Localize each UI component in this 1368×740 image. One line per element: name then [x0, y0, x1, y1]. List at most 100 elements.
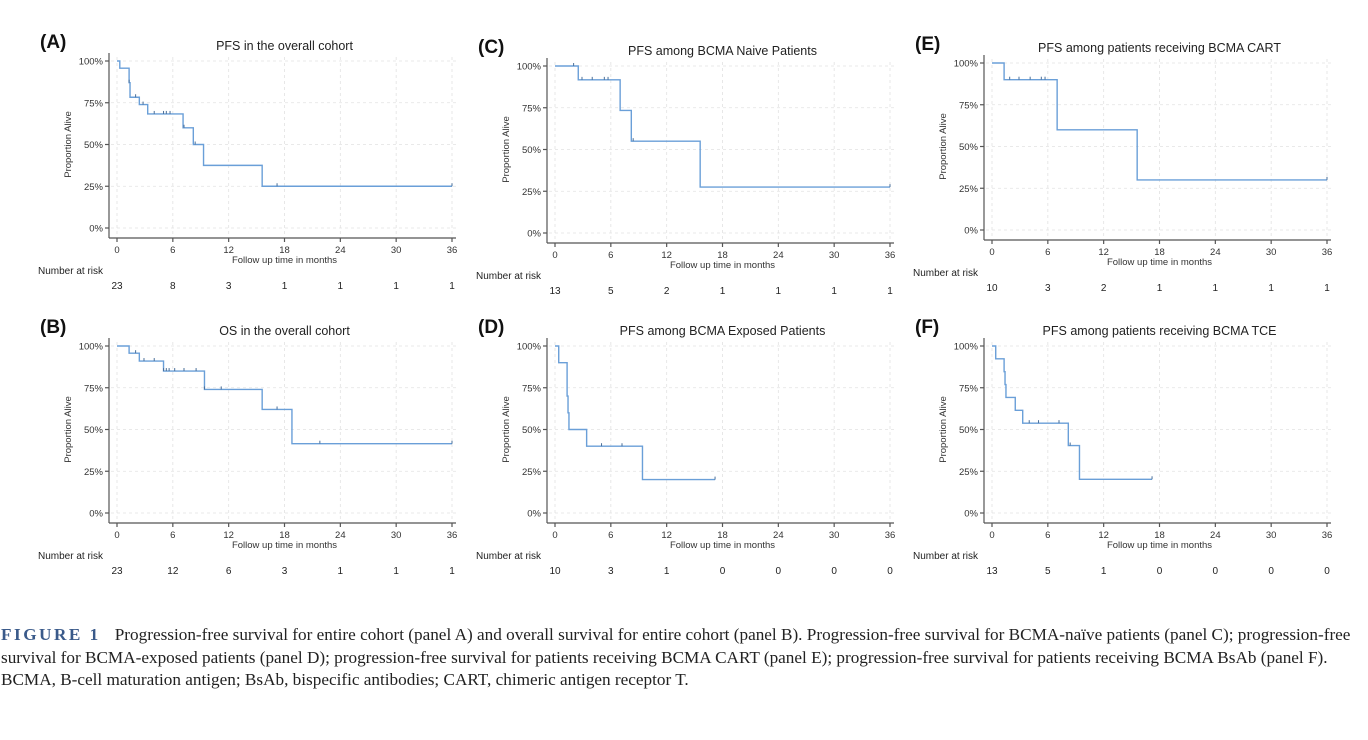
x-tick-label: 24	[335, 530, 346, 541]
risk-count: 2	[664, 286, 670, 297]
x-tick-label: 6	[608, 530, 613, 541]
x-axis-label: Follow up time in months	[1107, 540, 1212, 551]
risk-count: 5	[608, 286, 614, 297]
y-tick-label: 50%	[959, 425, 979, 436]
km-panel-f: (F) PFS among patients receiving BCMA TCE…	[905, 313, 1345, 603]
x-tick-label: 24	[1210, 247, 1221, 258]
y-tick-label: 25%	[522, 467, 542, 478]
y-axis-label: Proportion Alive	[63, 111, 74, 178]
x-tick-label: 12	[661, 250, 672, 261]
survival-curve	[555, 345, 716, 481]
risk-count: 1	[1268, 283, 1274, 294]
km-plot-f: (F) PFS among patients receiving BCMA TCE…	[913, 317, 1332, 577]
x-tick-label: 36	[447, 245, 458, 256]
x-tick-label: 6	[608, 250, 613, 261]
figure-caption: FIGURE 1 Progression-free survival for en…	[0, 624, 1368, 692]
x-tick-label: 0	[114, 530, 119, 541]
km-panel-e: (E) PFS among patients receiving BCMA CAR…	[905, 30, 1345, 320]
km-plot-b: (B) OS in the overall cohort0%25%50%75%10…	[38, 317, 458, 577]
x-axis-label: Follow up time in months	[232, 255, 337, 266]
y-tick-label: 100%	[517, 342, 542, 353]
km-panel-d: (D) PFS among BCMA Exposed Patients 0% 25% 5…	[468, 313, 908, 603]
risk-count: 1	[720, 286, 726, 297]
x-tick-label: 36	[885, 250, 896, 261]
y-tick-label: 100%	[517, 62, 542, 73]
survival-curve	[555, 65, 890, 188]
risk-count: 0	[720, 566, 726, 577]
risk-count: 0	[776, 566, 782, 577]
risk-count: 1	[393, 566, 399, 577]
survival-curve	[992, 345, 1153, 480]
x-tick-label: 24	[335, 245, 346, 256]
panel-label: (B)	[40, 317, 66, 338]
x-tick-label: 6	[170, 245, 175, 256]
risk-table-label: Number at risk	[476, 551, 542, 562]
panel-label: (F)	[915, 317, 939, 338]
panel-title: PFS among patients receiving BCMA CART	[1038, 41, 1281, 55]
risk-count: 13	[986, 566, 998, 577]
y-tick-label: 100%	[954, 342, 979, 353]
x-tick-label: 30	[1266, 530, 1277, 541]
x-axis-label: Follow up time in months	[232, 540, 337, 551]
x-tick-label: 36	[885, 530, 896, 541]
risk-table-label: Number at risk	[38, 551, 104, 562]
panel-title: PFS in the overall cohort	[216, 39, 353, 53]
risk-count: 1	[887, 286, 893, 297]
x-tick-label: 12	[223, 530, 234, 541]
y-tick-label: 100%	[954, 59, 979, 70]
y-tick-label: 25%	[959, 184, 979, 195]
risk-count: 1	[338, 281, 344, 292]
panel-label: (C)	[478, 37, 504, 58]
risk-table-label: Number at risk	[38, 266, 104, 277]
km-plot-a: (A) PFS in the overall cohort 0% 25% 50% 75% 1…	[38, 32, 458, 292]
caption-text: Progression-free survival for entire coh…	[1, 625, 1351, 689]
y-tick-label: 25%	[84, 467, 104, 478]
risk-count: 23	[111, 281, 123, 292]
risk-table-label: Number at risk	[913, 551, 979, 562]
risk-count: 1	[1213, 283, 1219, 294]
risk-count: 3	[226, 281, 232, 292]
risk-count: 0	[887, 566, 893, 577]
survival-curve	[992, 62, 1327, 181]
risk-count: 1	[449, 281, 455, 292]
x-axis-label: Follow up time in months	[1107, 257, 1212, 268]
y-tick-label: 75%	[84, 98, 104, 109]
y-axis-label: Proportion Alive	[501, 396, 512, 463]
panel-title: PFS among patients receiving BCMA TCE	[1043, 324, 1277, 338]
x-tick-label: 18	[717, 250, 728, 261]
y-tick-label: 0%	[89, 509, 103, 520]
y-axis-label: Proportion Alive	[63, 396, 74, 463]
x-tick-label: 18	[1154, 530, 1165, 541]
km-plot-d: (D) PFS among BCMA Exposed Patients 0% 25% 5…	[476, 317, 896, 577]
km-panel-c: (C) PFS among BCMA Naive Patients 0% 25% 50%…	[468, 33, 908, 323]
y-tick-label: 50%	[84, 140, 104, 151]
risk-count: 10	[986, 283, 998, 294]
panel-title: PFS among BCMA Naive Patients	[628, 44, 817, 58]
x-tick-label: 18	[717, 530, 728, 541]
risk-count: 0	[1324, 566, 1330, 577]
panel-label: (D)	[478, 317, 504, 338]
x-tick-label: 12	[661, 530, 672, 541]
panel-label: (E)	[915, 34, 940, 55]
x-tick-label: 30	[829, 250, 840, 261]
risk-count: 1	[664, 566, 670, 577]
panel-title: PFS among BCMA Exposed Patients	[620, 324, 826, 338]
x-tick-label: 36	[447, 530, 458, 541]
y-tick-label: 0%	[527, 229, 541, 240]
risk-table-label: Number at risk	[913, 268, 979, 279]
x-tick-label: 30	[1266, 247, 1277, 258]
km-panel-b: (B) OS in the overall cohort 0% 25% 50% 75% 10…	[30, 313, 470, 603]
risk-count: 1	[338, 566, 344, 577]
risk-count: 6	[226, 566, 232, 577]
x-axis-label: Follow up time in months	[670, 260, 775, 271]
x-tick-label: 6	[1045, 247, 1050, 258]
risk-count: 1	[831, 286, 837, 297]
y-tick-label: 100%	[79, 342, 104, 353]
x-tick-label: 12	[223, 245, 234, 256]
risk-count: 0	[1157, 566, 1163, 577]
risk-count: 8	[170, 281, 176, 292]
x-tick-label: 6	[170, 530, 175, 541]
x-tick-label: 0	[552, 250, 557, 261]
y-tick-label: 0%	[964, 509, 978, 520]
x-tick-label: 0	[989, 530, 994, 541]
